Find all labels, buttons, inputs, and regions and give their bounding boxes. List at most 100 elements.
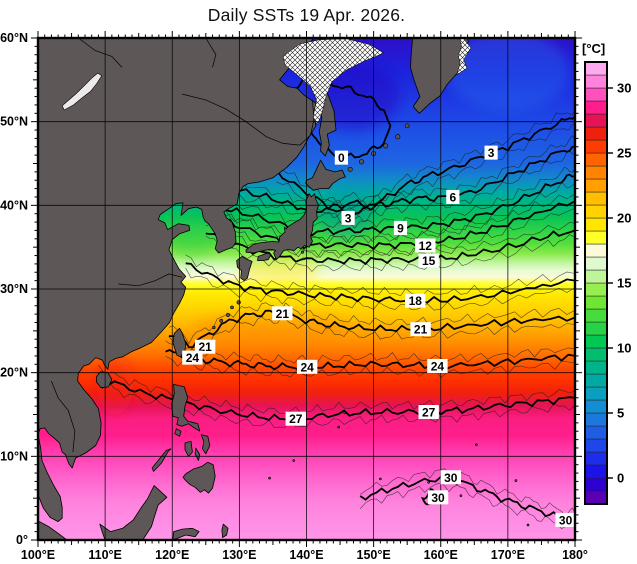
land-kyushu [236,255,253,281]
land-cebu [194,447,201,461]
colorbar-cell [584,451,608,466]
colorbar-cell [584,139,608,154]
sea-ice-kamchatka [456,38,472,76]
contour-label: 21 [194,339,216,354]
contour-label-value: 6 [449,190,456,204]
isotherm-minor [232,150,575,224]
colorbar-cell [584,425,608,440]
colorbar-cell [584,87,608,102]
contour-label: 3 [484,145,498,160]
island [383,143,389,149]
page-title: Daily SSTs 19 Apr. 2026. [207,5,406,25]
isotherm-6 [232,145,575,214]
land-hokkaido [305,159,346,191]
contour-label: 15 [418,253,439,268]
river [118,273,183,287]
colorbar-cell [584,334,608,349]
x-axis-label: 180° [562,548,588,562]
contour-label: 24 [296,359,318,374]
isotherm-minor [215,193,575,244]
colorbar-tick-label: 10 [617,341,631,356]
contour-label-value: 18 [409,294,423,308]
isotherm-contours-bold [98,76,575,524]
contour-label-value: 15 [422,254,436,268]
contour-label: 6 [446,189,460,204]
contour-label-value: 3 [488,146,495,160]
contour-label-value: 30 [431,491,445,505]
sst-regional-shade [97,355,134,416]
colorbar-cell [584,282,608,297]
island [225,312,231,318]
x-axis-label: 120°E [155,548,189,562]
island [268,476,271,480]
contour-label-value: 12 [419,239,433,253]
contour-label-value: 27 [289,412,303,426]
isotherm-minor [165,340,575,364]
colorbar-tick-label: 5 [617,406,624,421]
island [292,459,296,462]
island [526,523,530,527]
land-hainan [96,371,113,389]
contour-label-value: 9 [397,221,404,235]
colorbar-cell [584,243,608,258]
colorbar-tick-label: 25 [617,146,631,161]
contour-label: 18 [405,293,426,308]
contour-label-value: 3 [345,211,352,225]
colorbar-cell [584,178,608,193]
contour-label: 12 [415,238,436,253]
colorbar-cell [584,74,608,89]
colorbar-cell [584,191,608,206]
contour-label-value: 30 [444,471,458,485]
isotherm-minor [232,135,575,208]
river [51,380,76,453]
land-palawan [151,448,172,472]
island [343,411,347,415]
isotherm-30 [359,476,575,524]
y-axis-label: 30°N [0,282,28,296]
colorbar-cell [584,204,608,219]
island [427,480,430,484]
river [78,38,123,68]
isotherm-18 [185,262,575,304]
x-axis-label: 140°E [289,548,323,562]
sst-regional-shade [239,257,320,284]
contour-label-value: 0 [338,151,345,165]
contour-label-value: 24 [186,351,200,365]
x-axis-label: 100°E [21,548,55,562]
isotherm-minor [185,267,575,311]
island [301,257,305,261]
contour-label-value: 24 [431,359,445,373]
contour-label: 30 [555,512,576,527]
colorbar-cell [584,360,608,375]
colorbar-cell [584,321,608,336]
x-axis-label: 110°E [88,548,122,562]
island [459,494,463,497]
contour-label-value: 21 [414,323,428,337]
rivers [51,38,315,453]
contour-label-value: 24 [300,360,314,374]
colorbar-cell [584,113,608,128]
colorbar-cell [584,412,608,427]
x-axis-label: 150°E [357,548,391,562]
isotherm-21 [168,309,575,349]
colorbar-cell [584,399,608,414]
colorbar-cell [584,347,608,362]
axis-ticks [31,31,582,547]
land-honshu [245,193,319,261]
colorbar-cell [584,269,608,284]
colorbar-cell [584,217,608,232]
contour-label: 21 [272,306,293,321]
isotherm-minor [168,316,575,356]
graticule [38,38,575,540]
colorbar-cell [584,490,608,505]
colorbar-cell [584,477,608,492]
contour-label: 9 [393,220,408,235]
isotherm-24 [165,348,575,371]
colorbar-cell [584,308,608,323]
island [475,443,478,446]
contour-label: 0 [334,150,349,165]
land-taiwan [172,327,187,358]
sea-ice [282,38,472,126]
